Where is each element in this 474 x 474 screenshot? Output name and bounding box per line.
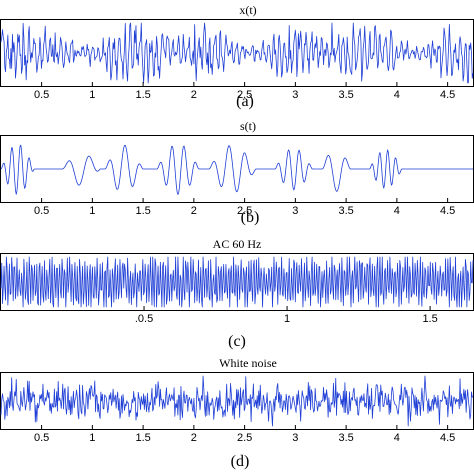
panel-c-signal xyxy=(0,256,474,308)
x-tick-label: 4 xyxy=(394,205,400,217)
x-tick-label: 3.5 xyxy=(338,432,353,444)
x-tick-label: 3.5 xyxy=(338,205,353,217)
panel-c-ticks: .0.5 1 1.5 xyxy=(135,306,438,325)
panel-b-caption: (b) xyxy=(241,209,260,226)
panel-c: AC 60 Hz .0.5 1 1.5 (c) xyxy=(0,237,474,350)
panel-c-caption: (c) xyxy=(228,333,246,350)
panel-c-title: AC 60 Hz xyxy=(213,237,262,251)
x-tick-label: 1 xyxy=(89,89,95,101)
x-tick-label: 2.5 xyxy=(237,89,252,101)
x-tick-label: 2 xyxy=(191,205,197,217)
panel-b-title: s(t) xyxy=(240,119,256,133)
x-tick-label: 2 xyxy=(191,89,197,101)
x-tick-label: 4.5 xyxy=(440,89,455,101)
x-tick-label: 0.5 xyxy=(34,205,49,217)
x-tick-label: 4.5 xyxy=(440,205,455,217)
signal-trace-2 xyxy=(0,256,474,308)
x-tick-label: 0.5 xyxy=(34,89,49,101)
panel-a-signal xyxy=(0,22,474,84)
x-tick-label: 1 xyxy=(284,313,290,325)
signal-trace-0 xyxy=(0,22,474,84)
x-tick-label: 4 xyxy=(394,432,400,444)
signal-trace-1 xyxy=(0,144,473,195)
panel-a-frame xyxy=(0,19,474,87)
x-tick-label: 3.5 xyxy=(338,89,353,101)
signal-trace-3 xyxy=(0,375,474,427)
panel-d-signal xyxy=(0,375,474,427)
x-tick-label: 1.5 xyxy=(135,89,150,101)
panel-a-title: x(t) xyxy=(239,3,256,17)
panel-b: s(t) 0.5 1 1.5 2 2.5 3 3.5 4 4.5 (b) xyxy=(0,119,474,226)
x-tick-label: 0.5 xyxy=(34,432,49,444)
x-tick-label: .0.5 xyxy=(135,313,153,325)
panel-a: x(t) 0.5 1 1.5 2 2.5 3 3.5 4 4.5 (a) xyxy=(0,3,474,110)
x-tick-label: 4.5 xyxy=(440,432,455,444)
x-tick-label: 1 xyxy=(89,432,95,444)
x-tick-label: 1.5 xyxy=(135,432,150,444)
panel-b-signal xyxy=(0,144,473,195)
x-tick-label: 2.5 xyxy=(237,432,252,444)
panel-d-title: White noise xyxy=(219,356,277,370)
panel-d: White noise 0.5 1 1.5 2 2.5 3 3.5 4 4.5 (d) xyxy=(0,356,474,470)
panel-b-ticks: 0.5 1 1.5 2 2.5 3 3.5 4 4.5 xyxy=(34,198,455,217)
panel-a-ticks: 0.5 1 1.5 2 2.5 3 3.5 4 4.5 xyxy=(34,82,455,101)
x-tick-label: 1 xyxy=(89,205,95,217)
x-tick-label: 3 xyxy=(292,432,298,444)
x-tick-label: 3 xyxy=(292,89,298,101)
x-tick-label: 2.5 xyxy=(237,205,252,217)
x-tick-label: 2 xyxy=(191,432,197,444)
x-tick-label: 4 xyxy=(394,89,400,101)
x-tick-label: 1.5 xyxy=(422,313,437,325)
x-tick-label: 1.5 xyxy=(135,205,150,217)
x-tick-label: 3 xyxy=(292,205,298,217)
panel-a-caption: (a) xyxy=(236,93,254,110)
panel-d-caption: (d) xyxy=(231,453,250,470)
panel-d-ticks: 0.5 1 1.5 2 2.5 3 3.5 4 4.5 xyxy=(34,425,455,444)
